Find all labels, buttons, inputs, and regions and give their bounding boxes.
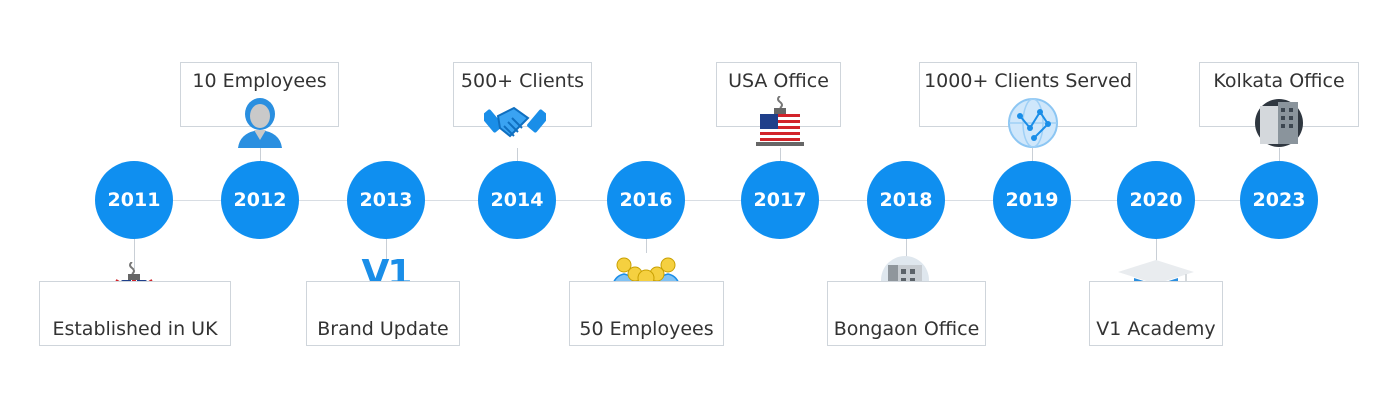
milestone-label: Established in UK	[52, 318, 218, 340]
milestone-label: Brand Update	[317, 318, 449, 340]
year-node-2023[interactable]: 2023	[1240, 161, 1318, 239]
milestone-label: Kolkata Office	[1213, 70, 1345, 92]
employee-avatar-icon	[234, 96, 286, 153]
connector-line	[134, 239, 135, 269]
year-label: 2017	[753, 189, 807, 211]
year-node-2017[interactable]: 2017	[741, 161, 819, 239]
milestone-box-2012: 10 Employees	[180, 62, 339, 127]
office-photo-icon	[1254, 98, 1304, 153]
year-node-2013[interactable]: 2013	[347, 161, 425, 239]
connector-line	[260, 148, 261, 162]
year-label: 2016	[619, 189, 673, 211]
milestone-box-2017: USA Office	[716, 62, 841, 127]
milestone-box-2016: 50 Employees	[569, 281, 724, 346]
milestone-box-2013: Brand Update	[306, 281, 460, 346]
year-node-2018[interactable]: 2018	[867, 161, 945, 239]
us-flag-icon	[756, 95, 804, 155]
connector-line	[1032, 148, 1033, 162]
year-label: 2019	[1005, 189, 1059, 211]
milestone-label: 500+ Clients	[460, 70, 585, 92]
connector-line	[646, 239, 647, 253]
milestone-label: 10 Employees	[192, 70, 327, 92]
year-node-2020[interactable]: 2020	[1117, 161, 1195, 239]
milestone-label: USA Office	[728, 70, 829, 92]
year-node-2011[interactable]: 2011	[95, 161, 173, 239]
year-label: 2018	[879, 189, 933, 211]
milestone-box-2011: Established in UK	[39, 281, 231, 346]
milestone-label: Bongaon Office	[833, 318, 980, 340]
year-label: 2020	[1129, 189, 1183, 211]
milestone-label: V1 Academy	[1096, 318, 1216, 340]
connector-line	[517, 148, 518, 162]
connector-line	[386, 239, 387, 259]
globe-network-icon	[1008, 98, 1058, 153]
year-node-2012[interactable]: 2012	[221, 161, 299, 239]
milestone-label: 50 Employees	[579, 318, 714, 340]
milestone-label: 1000+ Clients Served	[924, 70, 1132, 92]
year-label: 2012	[233, 189, 287, 211]
milestone-box-2018: Bongaon Office	[827, 281, 986, 346]
milestone-box-2020: V1 Academy	[1089, 281, 1223, 346]
year-label: 2013	[359, 189, 413, 211]
connector-line	[1156, 239, 1157, 261]
year-node-2019[interactable]: 2019	[993, 161, 1071, 239]
connector-line	[906, 239, 907, 257]
connector-line	[780, 148, 781, 162]
year-label: 2011	[107, 189, 161, 211]
year-label: 2023	[1252, 189, 1306, 211]
handshake-icon	[481, 96, 549, 153]
year-node-2014[interactable]: 2014	[478, 161, 556, 239]
connector-line	[1279, 148, 1280, 162]
year-label: 2014	[490, 189, 544, 211]
timeline-axis	[134, 200, 1280, 201]
year-node-2016[interactable]: 2016	[607, 161, 685, 239]
milestone-box-2014: 500+ Clients	[453, 62, 592, 127]
